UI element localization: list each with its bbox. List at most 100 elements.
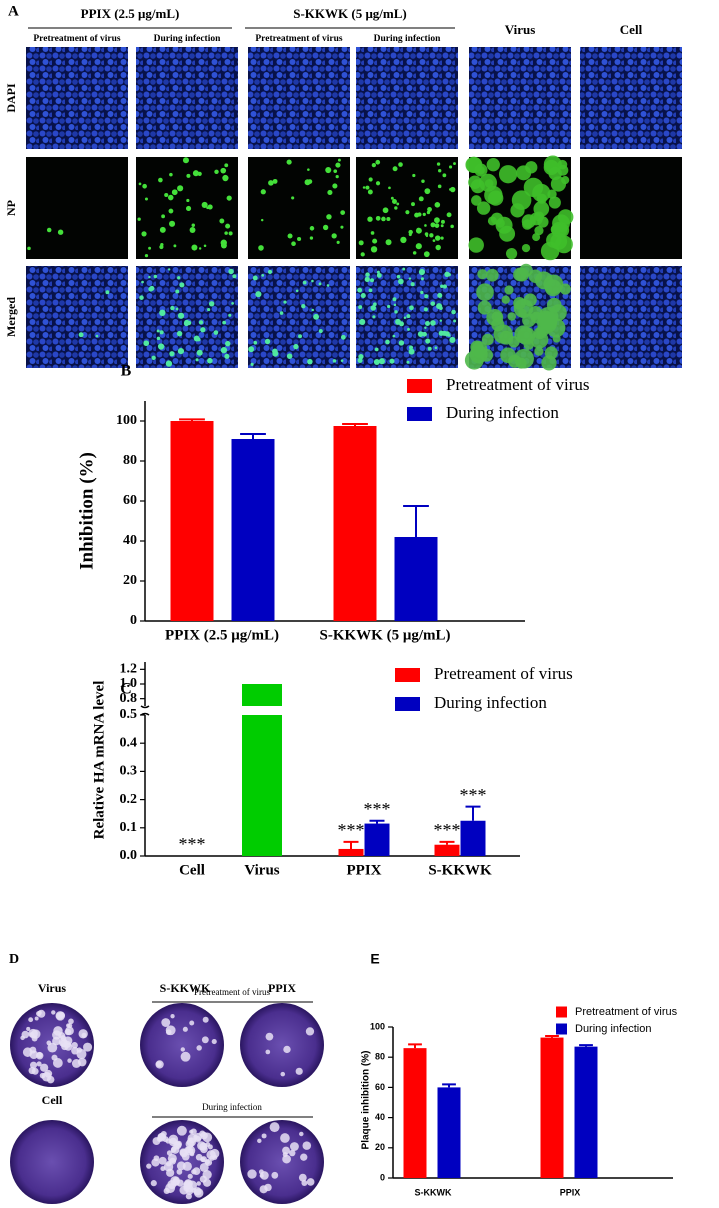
plaque [26, 1026, 31, 1031]
legend-swatch [407, 407, 432, 421]
infected-cell [436, 162, 441, 166]
infected-cell [142, 183, 147, 189]
infected-cell [311, 279, 314, 283]
infected-cell [260, 189, 266, 195]
infected-cell [340, 359, 344, 362]
infected-cell [220, 346, 228, 354]
infected-cell [420, 290, 424, 295]
infected-cell [392, 334, 396, 338]
error-bar [342, 423, 368, 426]
plaque [199, 1142, 208, 1151]
infected-cell [340, 225, 344, 229]
y-tick-label: 60 [123, 493, 137, 508]
infected-cell [159, 226, 166, 233]
infected-cell [332, 183, 338, 189]
infected-cell [498, 165, 518, 184]
plaque [176, 1125, 187, 1136]
micrograph [356, 266, 458, 368]
infected-cell [385, 339, 390, 345]
infected-cell [144, 253, 149, 258]
infected-cell [392, 297, 397, 302]
infected-cell [372, 315, 376, 319]
significance: *** [460, 785, 487, 805]
infected-cell [332, 359, 337, 363]
plaque [146, 1163, 152, 1169]
infected-cell [393, 303, 397, 307]
y-tick-label: 0.2 [120, 792, 138, 807]
plaque [302, 1141, 312, 1150]
infected-cell [141, 280, 144, 284]
infected-cell [532, 233, 541, 242]
y-tick-label: 0.0 [120, 848, 138, 863]
micrograph [469, 47, 571, 149]
infected-cell [505, 248, 518, 260]
legend-label: During infection [434, 693, 547, 712]
y-tick-label: 0.8 [120, 691, 138, 706]
panel-label: B [121, 363, 132, 380]
infected-cell [403, 316, 407, 319]
infected-cell [375, 215, 381, 221]
infected-cell [396, 274, 401, 279]
plate [240, 1003, 324, 1087]
infected-cell [203, 244, 207, 248]
infected-cell [559, 283, 571, 295]
infected-cell [449, 336, 456, 344]
micrograph [136, 266, 238, 368]
infected-cell [340, 334, 346, 340]
micrograph-bg [26, 47, 128, 149]
x-tick-label: S-KKWK [428, 862, 492, 878]
infected-cell [213, 330, 219, 335]
error-bar [240, 433, 266, 439]
infected-cell [396, 202, 400, 206]
infected-cell [409, 305, 414, 311]
infected-cell [522, 313, 536, 328]
plaque [176, 1168, 183, 1175]
infected-cell [367, 216, 373, 222]
infected-cell [541, 355, 557, 371]
infected-cell [57, 229, 64, 235]
infected-cell [434, 346, 438, 350]
infected-cell [407, 327, 410, 331]
bar [574, 1046, 598, 1178]
infected-cell [427, 206, 432, 212]
infected-cell [200, 327, 206, 333]
infected-cell [198, 320, 204, 325]
plaque [174, 1140, 182, 1148]
infected-cell [331, 233, 337, 239]
infected-cell [153, 274, 158, 279]
infected-cell [438, 330, 444, 336]
infected-cell [228, 313, 232, 317]
infected-cell [368, 288, 373, 293]
infected-cell [283, 300, 287, 304]
infected-cell [196, 349, 203, 356]
plaque [158, 1156, 167, 1165]
infected-cell [373, 302, 377, 307]
infected-cell [450, 186, 456, 193]
infected-cell [309, 236, 314, 240]
infected-cell [268, 180, 274, 186]
infected-cell [206, 206, 209, 210]
plaque [167, 1179, 177, 1190]
plaque [193, 1187, 202, 1196]
plaque [190, 1128, 197, 1135]
micrograph-bg [248, 47, 350, 149]
infected-cell [337, 158, 341, 162]
axis-break [140, 705, 150, 716]
infected-cell [391, 199, 397, 204]
infected-cell [438, 169, 442, 173]
x-tick-label: S-KKWK [415, 1187, 452, 1197]
infected-cell [550, 232, 568, 250]
micrograph [136, 47, 238, 149]
bar [231, 439, 275, 621]
infected-cell [309, 226, 315, 231]
infected-cell [359, 321, 362, 324]
infected-cell [170, 305, 175, 311]
plaque [28, 1017, 34, 1023]
y-tick-label: 0.5 [120, 707, 138, 722]
legend-swatch [407, 379, 432, 393]
y-axis-title: Inhibition (%) [76, 452, 97, 570]
infected-cell [191, 244, 198, 251]
micrograph [464, 263, 571, 371]
infected-cell [186, 198, 190, 203]
